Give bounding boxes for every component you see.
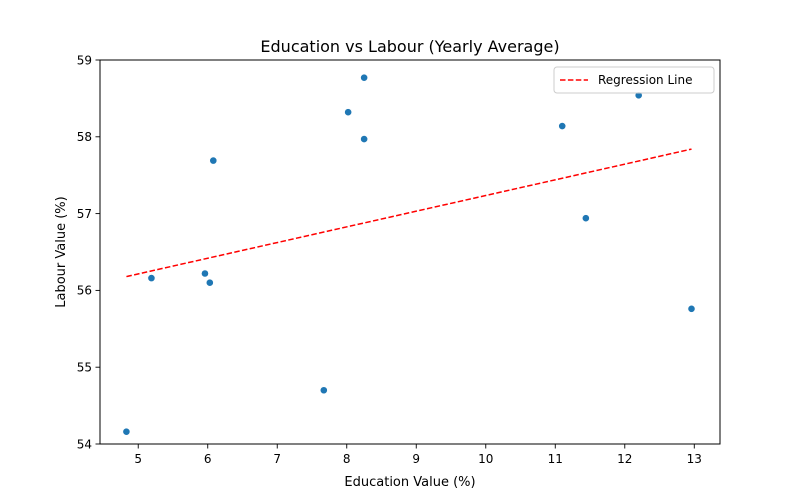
data-point [319, 386, 328, 395]
x-axis: 5 6 7 8 9 10 11 12 13 [134, 444, 702, 466]
data-point [344, 108, 353, 117]
chart-title: Education vs Labour (Yearly Average) [260, 37, 559, 56]
x-tick-label: 7 [273, 452, 281, 466]
y-tick-label: 54 [77, 437, 92, 451]
y-axis: 54 55 56 57 58 59 [77, 53, 100, 451]
x-tick-label: 11 [548, 452, 563, 466]
x-tick-label: 9 [412, 452, 420, 466]
x-axis-label: Education Value (%) [344, 475, 475, 490]
x-tick-label: 5 [134, 452, 142, 466]
plot-marks [122, 73, 696, 436]
y-tick-label: 59 [77, 53, 92, 67]
x-tick-label: 6 [204, 452, 212, 466]
y-tick-label: 55 [77, 361, 92, 375]
data-point [360, 73, 369, 82]
regression-line [126, 148, 692, 278]
x-tick-label: 13 [687, 452, 702, 466]
data-point [205, 278, 214, 287]
y-tick-label: 56 [77, 284, 92, 298]
y-axis-label: Labour Value (%) [54, 196, 69, 307]
x-tick-label: 10 [478, 452, 493, 466]
x-tick-label: 12 [617, 452, 632, 466]
legend: Regression Line [553, 66, 715, 94]
data-point [209, 156, 218, 165]
data-point [558, 122, 567, 130]
legend-label-regression-line: Regression Line [598, 73, 692, 87]
plot-area-frame [99, 59, 721, 445]
data-point [201, 269, 209, 278]
legend-frame [553, 66, 715, 94]
y-tick-label: 58 [77, 130, 92, 144]
x-tick-label: 8 [343, 452, 351, 466]
data-point [147, 274, 156, 283]
data-point [581, 214, 590, 223]
data-point [687, 304, 696, 313]
data-point [122, 427, 131, 436]
data-point [360, 135, 369, 144]
y-tick-label: 57 [77, 207, 92, 221]
